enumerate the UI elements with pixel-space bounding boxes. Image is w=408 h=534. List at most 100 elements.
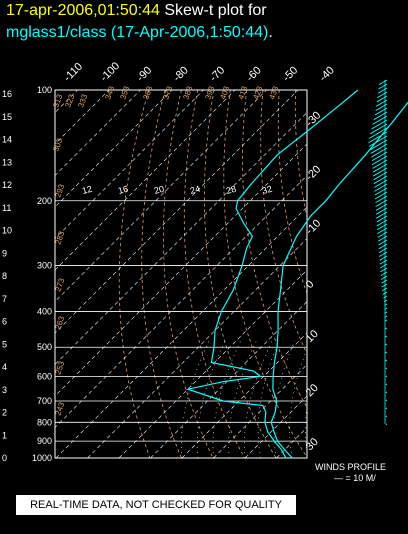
pressure-label: 900 bbox=[37, 436, 52, 446]
dry-adiabat-label: 353 bbox=[118, 85, 131, 101]
pressure-label: 200 bbox=[37, 196, 52, 206]
dry-adiabat-label: 313 bbox=[51, 93, 64, 109]
wind-barb bbox=[384, 319, 388, 322]
dry-adiabat bbox=[223, 90, 307, 458]
wind-profile-layer: WINDS PROFILE— = 10 M/ bbox=[315, 79, 388, 483]
isotherm-line bbox=[55, 143, 307, 397]
wind-barb bbox=[384, 307, 388, 310]
dry-adiabat-label: 323 bbox=[63, 93, 76, 109]
dry-adiabat bbox=[163, 90, 214, 458]
wind-barb bbox=[377, 231, 388, 238]
isotherm-line bbox=[244, 395, 307, 458]
dry-adiabat bbox=[294, 90, 307, 219]
wind-profile-scale: — = 10 M/ bbox=[334, 473, 376, 483]
height-label: 14 bbox=[2, 135, 12, 145]
isotherm-line bbox=[181, 332, 307, 458]
dry-adiabat-label: 333 bbox=[76, 93, 89, 109]
dry-adiabat bbox=[344, 90, 408, 458]
isotherm-line bbox=[55, 206, 307, 458]
height-label: 12 bbox=[2, 180, 12, 190]
wind-barb bbox=[384, 327, 388, 330]
mixing-ratio-label: 12 bbox=[81, 184, 93, 196]
wind-barb bbox=[378, 243, 388, 250]
wind-barb bbox=[381, 279, 388, 284]
pressure-label: 1000 bbox=[32, 453, 52, 463]
title-station: mglass1/class (17-Apr-2006,1:50:44) bbox=[6, 24, 269, 41]
isotherm-line bbox=[55, 112, 307, 365]
height-label: 3 bbox=[2, 385, 7, 395]
wind-barb bbox=[370, 143, 388, 154]
dry-adiabat-label: 373 bbox=[161, 85, 174, 101]
dry-adiabat-label: 273 bbox=[53, 277, 66, 293]
pressure-label: 400 bbox=[37, 307, 52, 317]
height-label: 7 bbox=[2, 294, 7, 304]
isotherm-line bbox=[118, 269, 307, 458]
moist-adiabat bbox=[353, 341, 374, 458]
dry-adiabat-label: 303 bbox=[51, 137, 64, 153]
temperature-tick-top: -90 bbox=[135, 64, 155, 84]
temperature-tick-right: 10 bbox=[304, 328, 321, 345]
height-label: 4 bbox=[2, 362, 7, 372]
dry-adiabat bbox=[312, 90, 408, 458]
isotherm-line bbox=[371, 90, 408, 458]
temperature-tick-top: -60 bbox=[244, 64, 264, 84]
moist-adiabat bbox=[181, 340, 210, 458]
height-label: 6 bbox=[2, 317, 7, 327]
wind-profile-title: WINDS PROFILE bbox=[315, 462, 386, 472]
height-label: 2 bbox=[2, 408, 7, 418]
moist-adiabat bbox=[337, 341, 358, 458]
dry-adiabat bbox=[242, 90, 307, 409]
dry-adiabat-label: 413 bbox=[236, 85, 249, 101]
wind-barb bbox=[371, 119, 388, 130]
wind-barb bbox=[369, 139, 388, 151]
plot-frame bbox=[54, 89, 308, 459]
profile-layer bbox=[185, 89, 408, 459]
dry-adiabat-label: 433 bbox=[267, 85, 280, 101]
wind-barb bbox=[368, 131, 388, 144]
dry-adiabat bbox=[183, 90, 245, 458]
wind-barb bbox=[371, 155, 388, 166]
height-label: 9 bbox=[2, 248, 7, 258]
wind-barb bbox=[384, 343, 388, 346]
wind-barb bbox=[378, 83, 388, 90]
temperature-tick-top: -100 bbox=[98, 60, 122, 84]
wind-barb bbox=[385, 399, 388, 402]
dry-adiabat-label: 393 bbox=[203, 85, 216, 101]
mixing-ratio-label: 28 bbox=[225, 184, 237, 196]
wind-barb bbox=[377, 87, 388, 94]
dry-adiabat bbox=[141, 90, 182, 458]
wind-barb bbox=[380, 271, 388, 276]
dry-adiabat bbox=[328, 90, 408, 458]
temperature-tick-right: 30 bbox=[304, 436, 321, 453]
dry-adiabat bbox=[204, 90, 277, 458]
chart-title-line2: mglass1/class (17-Apr-2006,1:50:44). bbox=[6, 24, 273, 42]
height-label: 0 bbox=[2, 453, 7, 463]
wind-barb bbox=[385, 407, 388, 410]
mixing-ratio-label: 32 bbox=[261, 184, 273, 196]
dry-adiabat-label: 263 bbox=[53, 315, 66, 331]
wind-barb bbox=[384, 335, 388, 338]
moist-adiabat bbox=[228, 340, 257, 458]
dewpoint-trace bbox=[185, 89, 359, 459]
temperature-tick-top: -70 bbox=[208, 64, 228, 84]
wind-barb bbox=[380, 263, 388, 269]
mixing-ratio-label: 24 bbox=[189, 184, 201, 196]
wind-barb bbox=[379, 255, 388, 261]
height-label: 15 bbox=[2, 112, 12, 122]
wind-barb bbox=[385, 375, 388, 378]
moist-adiabat bbox=[321, 341, 342, 458]
temperature-tick-top: -40 bbox=[317, 64, 337, 84]
disclaimer-banner: REAL-TIME DATA, NOT CHECKED FOR QUALITY bbox=[16, 495, 296, 515]
wind-barb bbox=[385, 367, 388, 370]
isotherm-line bbox=[55, 90, 236, 271]
mixing-ratio-label: 16 bbox=[117, 184, 129, 196]
dry-adiabat bbox=[393, 90, 408, 458]
temperature-trace bbox=[270, 101, 408, 459]
height-label: 8 bbox=[2, 271, 7, 281]
dry-adiabat-label: 423 bbox=[251, 85, 264, 101]
dry-adiabat-label: 283 bbox=[53, 230, 66, 246]
wind-barb bbox=[368, 127, 388, 139]
title-period: . bbox=[268, 24, 273, 41]
wind-barb bbox=[385, 423, 388, 426]
